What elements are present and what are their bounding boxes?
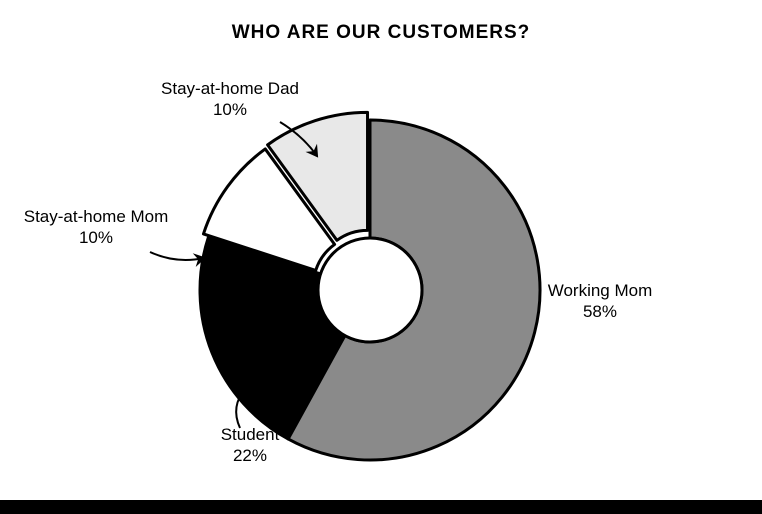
label-line1: Working Mom xyxy=(548,280,653,301)
donut-chart xyxy=(0,0,762,514)
label-line1: Stay-at-home Mom xyxy=(24,206,169,227)
label-line2: 10% xyxy=(161,99,299,120)
label-stay-at-home-mom: Stay-at-home Mom10% xyxy=(24,206,169,249)
donut-hole xyxy=(318,238,422,342)
leader-arrow-icon xyxy=(150,252,204,260)
label-stay-at-home-dad: Stay-at-home Dad10% xyxy=(161,78,299,121)
label-student: Student22% xyxy=(221,424,280,467)
label-line2: 58% xyxy=(548,301,653,322)
label-line2: 10% xyxy=(24,227,169,248)
label-line2: 22% xyxy=(221,445,280,466)
bottom-bar xyxy=(0,500,762,514)
label-working-mom: Working Mom58% xyxy=(548,280,653,323)
label-line1: Student xyxy=(221,424,280,445)
label-line1: Stay-at-home Dad xyxy=(161,78,299,99)
